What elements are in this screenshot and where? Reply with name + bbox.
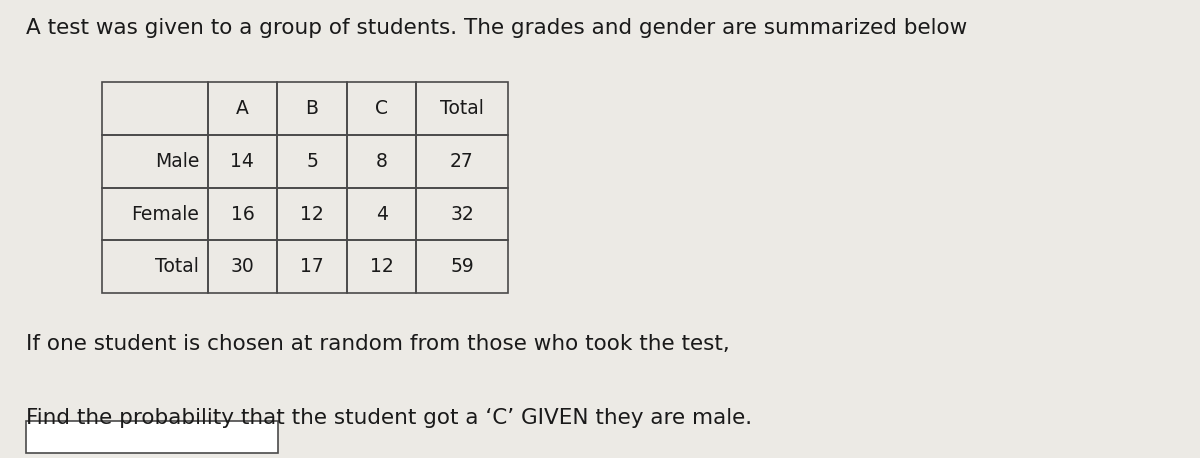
- Text: 16: 16: [230, 205, 254, 224]
- Bar: [416, 188, 508, 240]
- Text: 27: 27: [450, 152, 474, 171]
- Bar: [208, 240, 277, 293]
- Bar: [277, 135, 347, 188]
- Bar: [416, 135, 508, 188]
- Text: 5: 5: [306, 152, 318, 171]
- Text: 17: 17: [300, 257, 324, 276]
- Text: 12: 12: [370, 257, 394, 276]
- Text: 32: 32: [450, 205, 474, 224]
- Bar: [102, 188, 208, 240]
- Bar: [102, 240, 208, 293]
- Text: 4: 4: [376, 205, 388, 224]
- Bar: [347, 188, 416, 240]
- Text: C: C: [376, 99, 388, 118]
- Bar: [347, 240, 416, 293]
- Text: 12: 12: [300, 205, 324, 224]
- Bar: [26, 421, 278, 453]
- Text: A: A: [236, 99, 248, 118]
- Bar: [208, 188, 277, 240]
- Bar: [416, 82, 508, 135]
- Bar: [416, 240, 508, 293]
- Bar: [208, 82, 277, 135]
- Text: 14: 14: [230, 152, 254, 171]
- Text: Female: Female: [131, 205, 199, 224]
- Bar: [277, 240, 347, 293]
- Bar: [102, 135, 208, 188]
- Bar: [347, 135, 416, 188]
- Bar: [277, 82, 347, 135]
- Text: If one student is chosen at random from those who took the test,: If one student is chosen at random from …: [26, 334, 730, 354]
- Bar: [102, 82, 208, 135]
- Text: A test was given to a group of students. The grades and gender are summarized be: A test was given to a group of students.…: [26, 18, 967, 38]
- Bar: [347, 82, 416, 135]
- Text: Total: Total: [440, 99, 484, 118]
- Bar: [208, 135, 277, 188]
- Bar: [277, 188, 347, 240]
- Text: 30: 30: [230, 257, 254, 276]
- Text: 59: 59: [450, 257, 474, 276]
- Text: B: B: [306, 99, 318, 118]
- Text: Total: Total: [155, 257, 199, 276]
- Text: 8: 8: [376, 152, 388, 171]
- Text: Find the probability that the student got a ‘C’ GIVEN they are male.: Find the probability that the student go…: [26, 408, 752, 428]
- Text: Male: Male: [155, 152, 199, 171]
